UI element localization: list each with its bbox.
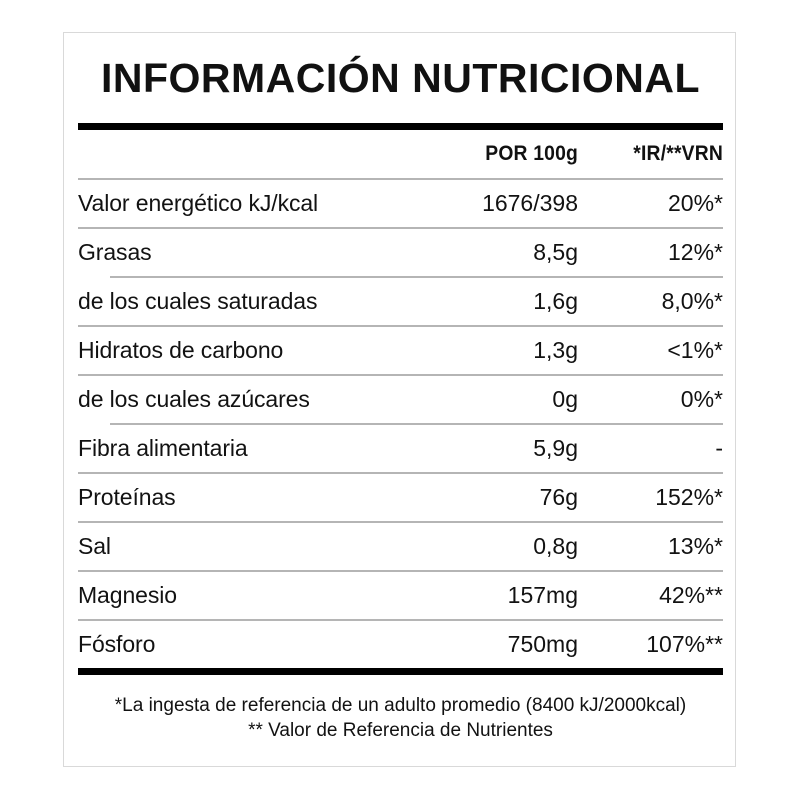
row-divider [78, 325, 723, 327]
row-divider-cell [78, 227, 723, 229]
table-row: Magnesio 157mg 42%** [78, 572, 723, 619]
nutrient-ir-vrn: 0%* [680, 386, 723, 412]
nutrient-per-100g: 0g [552, 386, 578, 412]
row-divider [78, 570, 723, 572]
nutrient-ir-vrn: 12%* [668, 239, 723, 265]
top-rule [78, 123, 723, 130]
nutrient-per-100g: 1,3g [533, 337, 578, 363]
row-divider-cell [78, 570, 723, 572]
nutrient-per-100g: 1,6g [533, 288, 578, 314]
nutrient-per-100g: 1676/398 [482, 190, 578, 216]
row-divider [78, 227, 723, 229]
nutrient-ir-vrn: 107%** [646, 631, 723, 657]
nutrient-per-100g: 0,8g [533, 533, 578, 559]
row-divider-cell [78, 423, 723, 425]
table-row: Grasas 8,5g 12%* [78, 229, 723, 276]
nutrient-per-100g: 76g [539, 484, 578, 510]
footnotes: *La ingesta de referencia de un adulto p… [78, 675, 723, 743]
nutrient-name: de los cuales azúcares [78, 386, 310, 412]
nutrient-name: de los cuales saturadas [78, 288, 318, 314]
header-name-column [78, 130, 410, 178]
row-divider-cell [78, 276, 723, 278]
row-divider-cell [78, 374, 723, 376]
row-divider [78, 619, 723, 621]
row-divider-row [78, 374, 723, 376]
table-row: Fibra alimentaria 5,9g - [78, 425, 723, 472]
table-row: de los cuales azúcares 0g 0%* [78, 376, 723, 423]
header-ir-vrn-cell: *IR/**VRN [578, 130, 723, 178]
nutrient-per-100g: 5,9g [533, 435, 578, 461]
row-divider-row [78, 423, 723, 425]
row-divider-cell [78, 472, 723, 474]
table-row: de los cuales saturadas 1,6g 8,0%* [78, 278, 723, 325]
nutrient-name: Sal [78, 533, 111, 559]
table-row: Valor energético kJ/kcal 1676/398 20%* [78, 180, 723, 227]
table-row: Hidratos de carbono 1,3g <1%* [78, 327, 723, 374]
row-divider-cell [78, 521, 723, 523]
nutrient-name: Proteínas [78, 484, 176, 510]
nutrient-name: Magnesio [78, 582, 177, 608]
table-row: Proteínas 76g 152%* [78, 474, 723, 521]
nutrition-table-body: POR 100g *IR/**VRN Valor energético kJ/k… [78, 130, 723, 668]
footnote-ir: *La ingesta de referencia de un adulto p… [114, 695, 687, 716]
nutrient-ir-vrn: 152%* [655, 484, 723, 510]
nutrient-name: Grasas [78, 239, 152, 265]
row-divider [78, 521, 723, 523]
bottom-rule [78, 668, 723, 675]
row-divider [78, 472, 723, 474]
table-row: Fósforo 750mg 107%** [78, 621, 723, 668]
nutrient-per-100g: 750mg [507, 631, 578, 657]
row-divider [78, 374, 723, 376]
row-divider-row [78, 227, 723, 229]
row-divider-cell [78, 619, 723, 621]
nutrient-ir-vrn: 42%** [659, 582, 723, 608]
nutrient-per-100g: 157mg [507, 582, 578, 608]
nutrient-name: Valor energético kJ/kcal [78, 190, 319, 216]
row-divider-row [78, 521, 723, 523]
nutrient-ir-vrn: 8,0%* [661, 288, 723, 314]
row-divider-row [78, 276, 723, 278]
row-divider-row [78, 472, 723, 474]
nutrient-ir-vrn: 20%* [668, 190, 723, 216]
row-divider-row [78, 570, 723, 572]
header-per-100g-cell: POR 100g [410, 130, 578, 178]
header-per-100g-label: POR 100g [485, 142, 578, 165]
row-divider [110, 423, 723, 425]
footnote-vrn: ** Valor de Referencia de Nutrientes [248, 720, 553, 742]
page-title: INFORMACIÓN NUTRICIONAL [100, 55, 701, 101]
header-divider-row [78, 178, 723, 180]
header-divider [78, 178, 723, 180]
row-divider-cell [78, 325, 723, 327]
nutrient-name: Fibra alimentaria [78, 435, 248, 461]
row-divider-row [78, 325, 723, 327]
nutrient-ir-vrn: <1%* [667, 337, 723, 363]
table-header-row: POR 100g *IR/**VRN [78, 130, 723, 178]
nutrient-name: Fósforo [78, 631, 156, 657]
nutrient-name: Hidratos de carbono [78, 337, 284, 363]
header-divider-cell [78, 178, 723, 180]
label-border [63, 32, 736, 767]
nutrition-table: POR 100g *IR/**VRN Valor energético kJ/k… [78, 130, 723, 668]
row-divider-row [78, 619, 723, 621]
nutrition-label: INFORMACIÓN NUTRICIONAL POR 100g *IR/**V… [78, 32, 723, 743]
table-row: Sal 0,8g 13%* [78, 523, 723, 570]
nutrient-ir-vrn: - [715, 435, 723, 461]
nutrient-per-100g: 8,5g [533, 239, 578, 265]
header-ir-vrn-label: *IR/**VRN [633, 142, 723, 165]
nutrient-ir-vrn: 13%* [668, 533, 723, 559]
row-divider [110, 276, 723, 278]
